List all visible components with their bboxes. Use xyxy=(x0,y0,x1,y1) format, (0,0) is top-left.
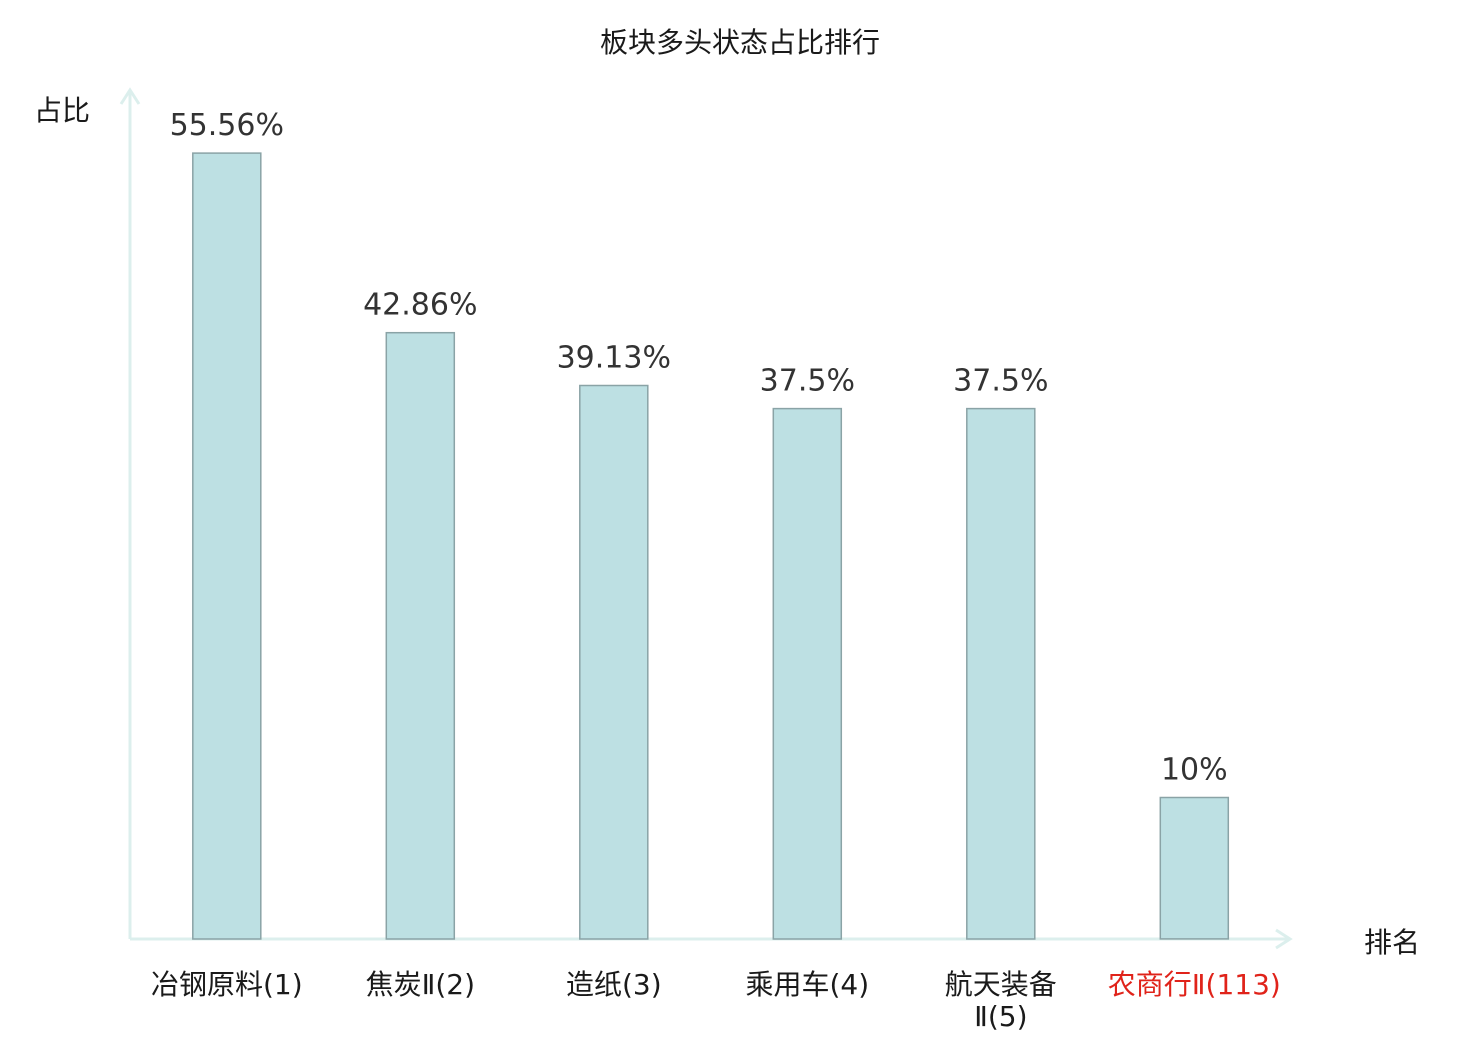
bar-1 xyxy=(192,152,262,940)
x-tick-label-line: 造纸(3) xyxy=(566,968,662,1001)
x-tick-label-line: 冶钢原料(1) xyxy=(151,968,303,1001)
value-label-5: 37.5% xyxy=(953,364,1048,399)
x-axis-arrow xyxy=(1275,928,1293,950)
value-label-3: 39.13% xyxy=(557,341,671,376)
value-label-1: 55.56% xyxy=(170,108,284,143)
x-tick-label-5: 航天装备 Ⅱ(5) xyxy=(945,968,1057,1033)
x-axis-title: 排名 xyxy=(1364,926,1420,959)
bar-2 xyxy=(385,331,456,940)
x-tick-label-4: 乘用车(4) xyxy=(745,968,869,1001)
value-label-4: 37.5% xyxy=(760,364,855,399)
x-tick-labels: 冶钢原料(1) 焦炭Ⅱ(2) 造纸(3) 乘用车(4) 航天装备 Ⅱ(5) 农商行Ⅱ(113… xyxy=(151,968,1281,1033)
bar-4 xyxy=(772,407,843,940)
bars xyxy=(192,152,1230,940)
x-tick-label-line: 乘用车(4) xyxy=(745,968,869,1001)
bar-3 xyxy=(579,384,649,940)
x-tick-label-3: 造纸(3) xyxy=(566,968,662,1001)
x-tick-label-line: 航天装备 xyxy=(945,968,1057,1001)
value-labels: 55.56% 42.86% 39.13% 37.5% 37.5% 10% xyxy=(170,108,1228,787)
bar-6 xyxy=(1159,796,1230,940)
y-axis-arrow xyxy=(119,87,141,105)
x-tick-label-line: 农商行Ⅱ(113) xyxy=(1108,968,1281,1001)
bar-5 xyxy=(966,407,1036,940)
x-tick-label-2: 焦炭Ⅱ(2) xyxy=(366,968,475,1001)
value-label-6: 10% xyxy=(1161,753,1228,788)
x-tick-label-line: Ⅱ(5) xyxy=(974,1000,1027,1033)
axes xyxy=(119,87,1293,950)
x-tick-label-line: 焦炭Ⅱ(2) xyxy=(366,968,475,1001)
chart-title: 板块多头状态占比排行 xyxy=(600,26,880,59)
value-label-2: 42.86% xyxy=(363,288,477,323)
x-tick-label-6: 农商行Ⅱ(113) xyxy=(1108,968,1281,1001)
y-axis-title: 占比 xyxy=(34,94,90,127)
x-tick-label-1: 冶钢原料(1) xyxy=(151,968,303,1001)
